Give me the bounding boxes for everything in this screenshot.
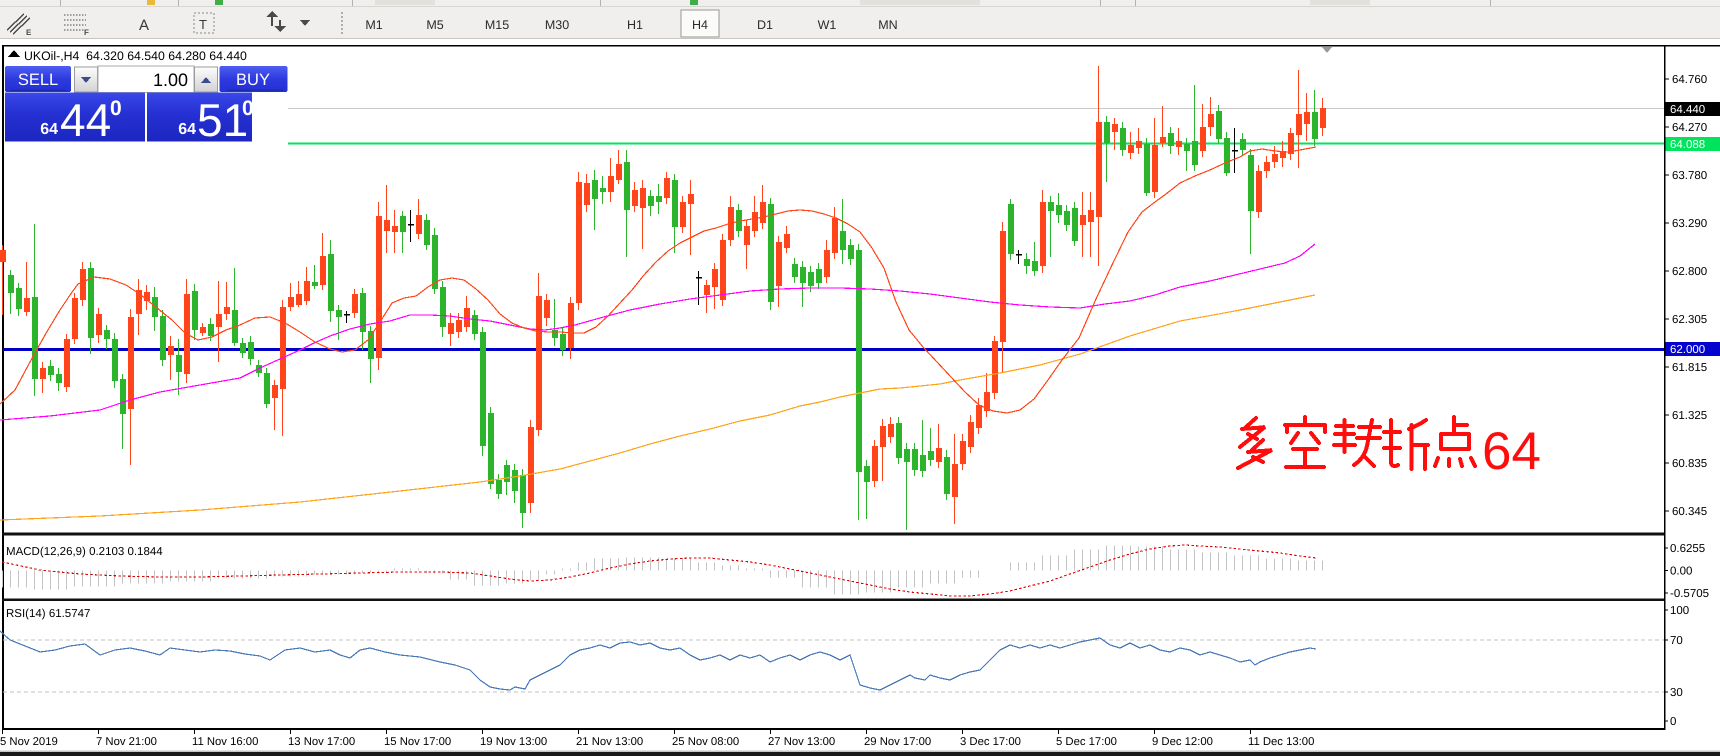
svg-text:25 Nov 08:00: 25 Nov 08:00	[672, 736, 739, 748]
svg-text:62.000: 62.000	[1670, 344, 1705, 356]
svg-text:100: 100	[1670, 605, 1689, 617]
svg-text:60.345: 60.345	[1672, 506, 1707, 518]
svg-text:5 Nov 2019: 5 Nov 2019	[0, 736, 58, 748]
svg-text:F: F	[84, 28, 89, 37]
svg-text:W1: W1	[818, 18, 837, 32]
svg-text:62.800: 62.800	[1672, 266, 1707, 278]
svg-text:A: A	[139, 17, 149, 34]
svg-text:MN: MN	[878, 18, 897, 32]
svg-text:27 Nov 13:00: 27 Nov 13:00	[768, 736, 835, 748]
svg-text:3 Dec 17:00: 3 Dec 17:00	[960, 736, 1021, 748]
svg-text:44: 44	[60, 94, 111, 146]
svg-text:64.270: 64.270	[1672, 122, 1707, 134]
svg-text:70: 70	[1670, 635, 1683, 647]
svg-text:5 Dec 17:00: 5 Dec 17:00	[1056, 736, 1117, 748]
svg-text:11 Dec 13:00: 11 Dec 13:00	[1248, 736, 1314, 748]
svg-text:UKOil-,H4 64.320 64.540 64.28: UKOil-,H4 64.320 64.540 64.280 64.440	[24, 49, 247, 63]
svg-text:63.290: 63.290	[1672, 218, 1707, 230]
svg-text:64.440: 64.440	[1670, 104, 1705, 116]
svg-text:SELL: SELL	[18, 71, 58, 89]
svg-text:RSI(14) 61.5747: RSI(14) 61.5747	[6, 608, 90, 620]
svg-text:63.780: 63.780	[1672, 170, 1707, 182]
svg-text:64: 64	[1482, 422, 1541, 481]
svg-text:M5: M5	[426, 18, 443, 32]
svg-text:29 Nov 17:00: 29 Nov 17:00	[864, 736, 931, 748]
svg-text:0: 0	[1670, 716, 1676, 728]
svg-text:E: E	[26, 28, 32, 37]
svg-text:-0.5705: -0.5705	[1670, 588, 1709, 600]
svg-text:M15: M15	[485, 18, 509, 32]
svg-text:64.760: 64.760	[1672, 74, 1707, 86]
svg-text:62.305: 62.305	[1672, 314, 1707, 326]
svg-text:H1: H1	[627, 18, 643, 32]
svg-text:0.6255: 0.6255	[1670, 543, 1705, 555]
svg-text:64: 64	[40, 121, 58, 138]
svg-text:61.815: 61.815	[1672, 362, 1707, 374]
svg-text:64.088: 64.088	[1670, 139, 1705, 151]
svg-text:0.00: 0.00	[1670, 566, 1692, 578]
svg-text:11 Nov 16:00: 11 Nov 16:00	[192, 736, 258, 748]
svg-text:19 Nov 13:00: 19 Nov 13:00	[480, 736, 547, 748]
svg-text:21 Nov 13:00: 21 Nov 13:00	[576, 736, 643, 748]
svg-text:64: 64	[178, 121, 196, 138]
svg-text:60.835: 60.835	[1672, 458, 1707, 470]
svg-text:30: 30	[1670, 687, 1683, 699]
svg-text:61.325: 61.325	[1672, 410, 1707, 422]
svg-text:D1: D1	[757, 18, 773, 32]
svg-text:15 Nov 17:00: 15 Nov 17:00	[384, 736, 451, 748]
svg-text:0: 0	[242, 97, 254, 120]
svg-text:51: 51	[197, 94, 248, 146]
svg-text:MACD(12,26,9) 0.2103 0.1844: MACD(12,26,9) 0.2103 0.1844	[6, 546, 163, 558]
svg-text:T: T	[199, 17, 207, 32]
svg-text:BUY: BUY	[236, 71, 270, 89]
svg-text:7 Nov 21:00: 7 Nov 21:00	[96, 736, 157, 748]
svg-text:9 Dec 12:00: 9 Dec 12:00	[1152, 736, 1213, 748]
svg-text:H4: H4	[692, 18, 708, 32]
svg-text:0: 0	[110, 97, 122, 120]
svg-text:13 Nov 17:00: 13 Nov 17:00	[288, 736, 355, 748]
svg-text:M1: M1	[365, 18, 382, 32]
svg-text:1.00: 1.00	[153, 70, 188, 90]
svg-text:M30: M30	[545, 18, 569, 32]
